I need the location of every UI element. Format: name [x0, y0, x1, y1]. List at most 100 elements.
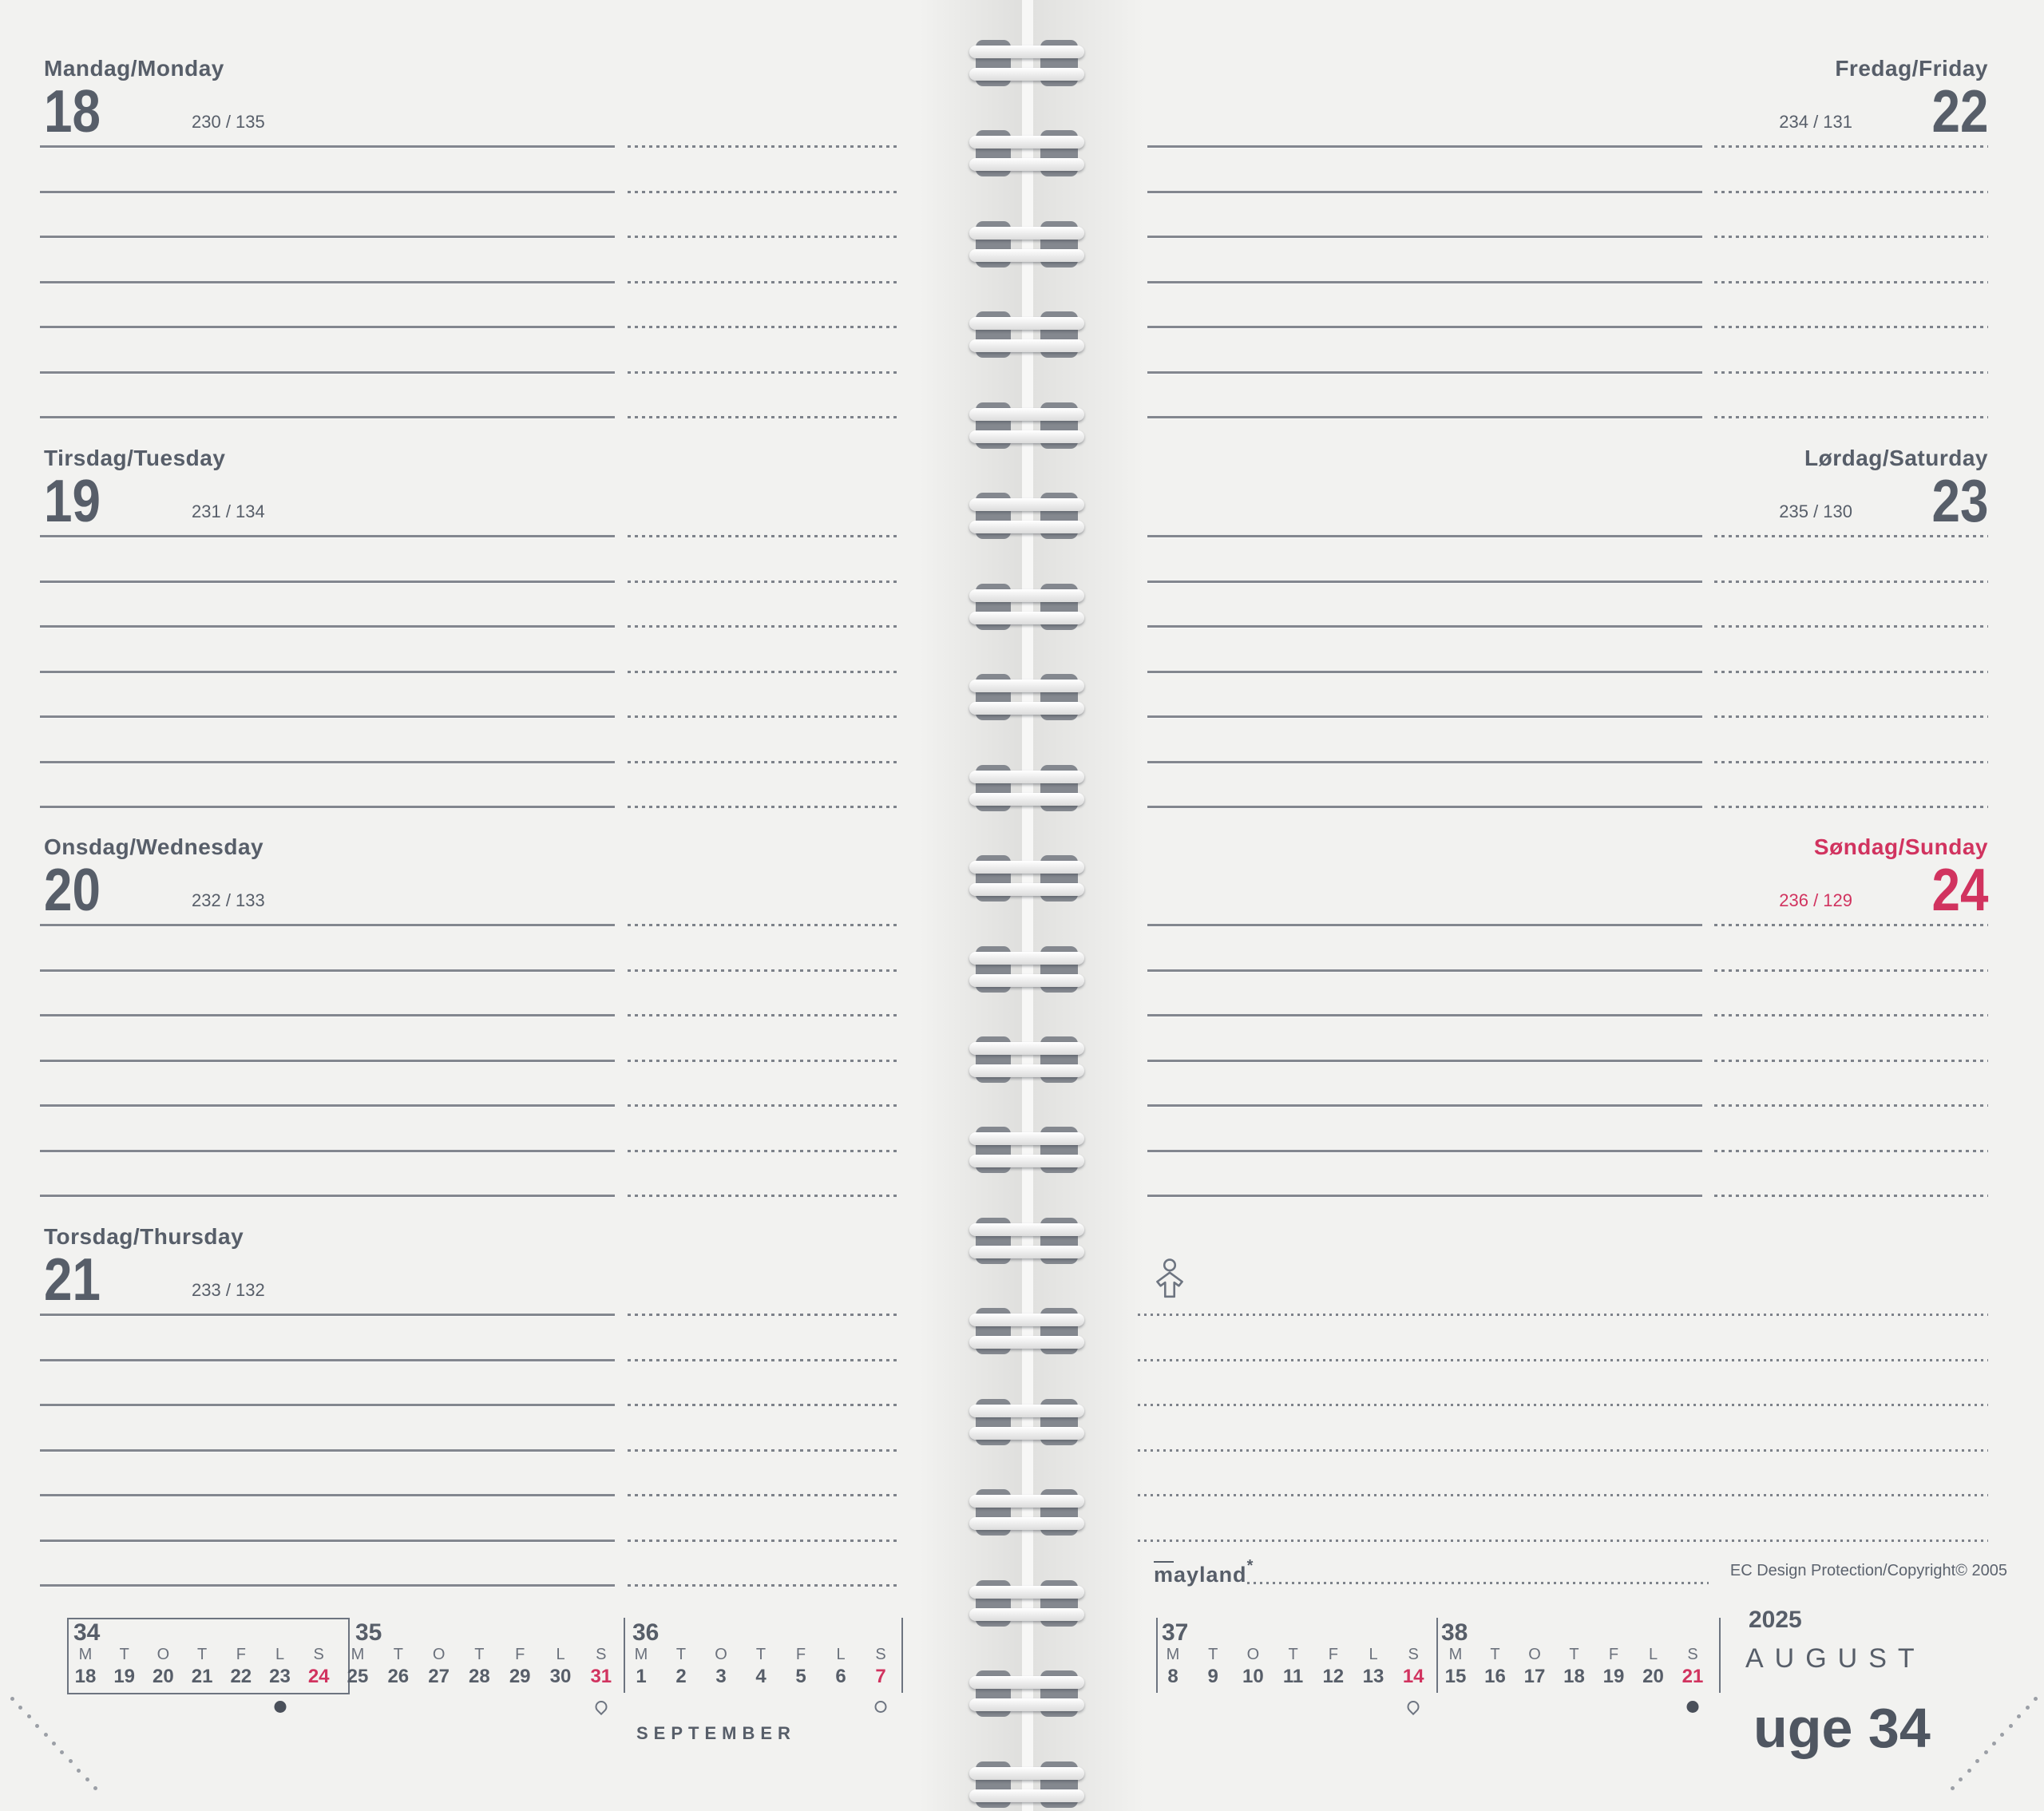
perforation-dot: [77, 1768, 81, 1773]
day-of-year: 231 / 134: [192, 501, 265, 521]
ruled-line-solid: [1147, 535, 1702, 537]
binding-wire: [969, 1698, 1084, 1712]
binding-wire: [969, 702, 1084, 715]
ruled-line-dotted: [1714, 236, 1988, 238]
mini-date: 27: [428, 1666, 450, 1687]
ruled-line-solid: [40, 580, 615, 583]
week-number-label: uge 34: [1753, 1697, 1931, 1759]
ruled-line-dotted: [1714, 1059, 1988, 1062]
ruled-line-dotted: [1714, 326, 1988, 328]
ruled-line-dotted: [628, 715, 897, 718]
binding-wire: [969, 521, 1084, 534]
binding-wire: [969, 1426, 1084, 1440]
ruled-line-solid: [40, 145, 615, 148]
day-letter: T: [1569, 1646, 1579, 1663]
ruled-line-dotted: [628, 924, 897, 926]
day-letter: T: [474, 1646, 485, 1663]
ruled-line-dotted: [1714, 715, 1988, 718]
day-of-year: 233 / 132: [192, 1280, 265, 1300]
day-letter: L: [836, 1646, 846, 1663]
ruled-line-solid: [40, 670, 615, 673]
perforation-dot: [10, 1697, 14, 1701]
day-name: Lørdag/Saturday: [1804, 446, 1988, 470]
binding-wire: [969, 136, 1084, 149]
logo-asterisk: *: [1246, 1557, 1254, 1575]
perforation-dot: [2025, 1706, 2030, 1710]
day-letter: O: [1528, 1646, 1541, 1663]
perforation-dot: [2017, 1714, 2022, 1719]
day-letter: F: [515, 1646, 525, 1663]
ruled-line-solid: [40, 236, 615, 238]
mini-date: 6: [835, 1666, 846, 1687]
day-letter: S: [1408, 1646, 1419, 1663]
ruled-line-solid: [1147, 1014, 1702, 1016]
ruled-line-dotted: [628, 1195, 897, 1197]
ruled-line-solid: [40, 535, 615, 537]
binding-wire: [969, 1495, 1084, 1508]
binding-wire: [969, 498, 1084, 512]
ruled-line-dotted: [628, 806, 897, 808]
mini-date: 4: [755, 1666, 766, 1687]
mini-date: 15: [1444, 1666, 1467, 1687]
day-letter: S: [1687, 1646, 1698, 1663]
mini-date: 9: [1207, 1666, 1218, 1687]
ruled-line-solid: [40, 416, 615, 418]
ruled-line-solid: [40, 280, 615, 283]
day-letter: T: [1490, 1646, 1500, 1663]
ruled-line-dotted: [628, 326, 897, 328]
mini-date: 26: [387, 1666, 410, 1687]
ruled-line-solid: [40, 625, 615, 628]
day-name: Fredag/Friday: [1835, 56, 1988, 81]
ruled-line-solid: [40, 924, 615, 926]
ruled-line-dotted: [628, 236, 897, 238]
ruled-line-solid: [1147, 670, 1702, 673]
ruled-line-dotted: [628, 416, 897, 418]
day-letter: M: [1166, 1646, 1180, 1663]
ruled-line-dotted: [1714, 924, 1988, 926]
day-letter: F: [1328, 1646, 1338, 1663]
mini-date: 31: [590, 1666, 612, 1687]
left-page-edge-shadow: [918, 0, 1022, 1811]
day-letter: L: [1648, 1646, 1658, 1663]
ruled-line-solid: [1147, 760, 1702, 763]
day-letter: F: [236, 1646, 246, 1663]
ruled-line-dotted: [628, 1314, 897, 1316]
binding-wire: [969, 1336, 1084, 1349]
ruled-line-solid: [1147, 969, 1702, 972]
ruled-line-solid: [40, 1539, 615, 1542]
binding-wire: [969, 158, 1084, 172]
day-number: 18: [44, 77, 101, 145]
day-letter: T: [1208, 1646, 1218, 1663]
mini-date: 5: [795, 1666, 806, 1687]
ruled-line-dotted: [1714, 280, 1988, 283]
ruled-line-dotted: [1714, 806, 1988, 808]
ruled-line-solid: [1147, 1104, 1702, 1107]
day-letter: T: [196, 1646, 208, 1663]
mini-date: 7: [875, 1666, 886, 1687]
ruled-line-solid: [40, 760, 615, 763]
day-name: Tirsdag/Tuesday: [44, 446, 226, 470]
day-name: Mandag/Monday: [44, 56, 224, 81]
month-label: AUGUST: [1745, 1643, 1926, 1674]
week-divider: [901, 1618, 903, 1693]
ruled-line-dotted: [1714, 1195, 1988, 1197]
binding-wire: [969, 1223, 1084, 1236]
ruled-line-solid: [1147, 145, 1702, 148]
day-letter: O: [156, 1646, 170, 1663]
day-letter: S: [875, 1646, 886, 1663]
binding-wire: [969, 1155, 1084, 1168]
perforation-dot: [1983, 1750, 1988, 1755]
ruled-line-solid: [1147, 715, 1702, 718]
week-divider: [1436, 1618, 1438, 1693]
week-divider: [1719, 1618, 1721, 1693]
day-letter: L: [1369, 1646, 1378, 1663]
moon-phase-new-icon: [1686, 1701, 1699, 1713]
binding-wire: [969, 248, 1084, 262]
ruled-line-dotted: [628, 190, 897, 193]
day-of-year: 236 / 129: [1779, 890, 1852, 910]
mini-date: 11: [1282, 1666, 1304, 1687]
mini-date: 13: [1362, 1666, 1384, 1687]
ruled-line-solid: [1147, 416, 1702, 418]
ruled-line-solid: [40, 190, 615, 193]
